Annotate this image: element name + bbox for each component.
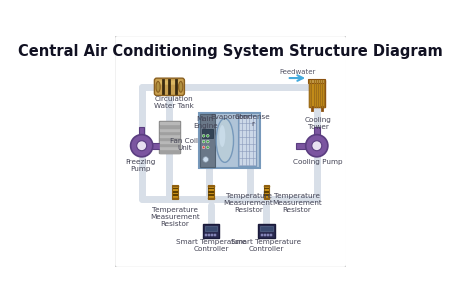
Bar: [211, 234, 213, 236]
Circle shape: [130, 135, 153, 157]
Bar: [261, 234, 263, 236]
Bar: [208, 191, 214, 193]
Text: Feedwater: Feedwater: [279, 69, 315, 75]
Text: Temperature
Measurement
Resistor: Temperature Measurement Resistor: [150, 207, 200, 227]
Text: Temperature
Measurement
Resistor: Temperature Measurement Resistor: [272, 193, 322, 213]
FancyBboxPatch shape: [208, 185, 214, 199]
Ellipse shape: [156, 81, 160, 92]
Bar: [264, 188, 269, 189]
Bar: [270, 234, 272, 236]
FancyBboxPatch shape: [260, 226, 273, 230]
FancyBboxPatch shape: [159, 121, 180, 153]
FancyBboxPatch shape: [238, 115, 256, 166]
Circle shape: [202, 140, 205, 143]
Ellipse shape: [179, 81, 183, 92]
Bar: [264, 191, 269, 193]
Bar: [208, 188, 214, 189]
Text: Circulation
Water Tank: Circulation Water Tank: [154, 96, 194, 109]
Bar: [266, 234, 269, 236]
FancyBboxPatch shape: [200, 114, 215, 166]
Text: Cooling
Tower: Cooling Tower: [305, 117, 331, 130]
FancyBboxPatch shape: [309, 80, 324, 107]
Circle shape: [312, 141, 322, 151]
Ellipse shape: [216, 118, 234, 163]
Circle shape: [202, 134, 205, 137]
FancyBboxPatch shape: [258, 224, 274, 238]
FancyBboxPatch shape: [202, 129, 213, 138]
Bar: [173, 194, 178, 196]
FancyBboxPatch shape: [205, 226, 217, 230]
FancyBboxPatch shape: [158, 80, 180, 85]
Circle shape: [207, 146, 209, 149]
FancyBboxPatch shape: [199, 112, 260, 168]
FancyBboxPatch shape: [296, 143, 307, 149]
FancyBboxPatch shape: [203, 224, 219, 238]
Bar: [208, 194, 214, 196]
Bar: [208, 234, 210, 236]
Circle shape: [306, 135, 328, 157]
FancyBboxPatch shape: [154, 78, 184, 95]
Text: Cooling Pump: Cooling Pump: [293, 159, 343, 165]
Circle shape: [203, 157, 208, 162]
Ellipse shape: [219, 125, 225, 147]
Bar: [264, 234, 266, 236]
FancyBboxPatch shape: [314, 128, 319, 136]
Text: Temperature
Measurement
Resistor: Temperature Measurement Resistor: [224, 193, 274, 213]
Bar: [205, 234, 207, 236]
Bar: [173, 188, 178, 189]
Text: Evaporator: Evaporator: [210, 114, 250, 120]
Circle shape: [202, 146, 205, 149]
FancyBboxPatch shape: [172, 185, 178, 199]
Text: Condense
r: Condense r: [235, 114, 270, 127]
FancyBboxPatch shape: [151, 143, 162, 149]
FancyBboxPatch shape: [264, 185, 269, 199]
Circle shape: [207, 140, 209, 143]
Text: Fan Coil
Unit: Fan Coil Unit: [171, 138, 198, 151]
Bar: [264, 194, 269, 196]
Circle shape: [137, 141, 147, 151]
FancyBboxPatch shape: [308, 79, 325, 83]
Ellipse shape: [216, 118, 234, 162]
Text: Smart Temperature
Controller: Smart Temperature Controller: [176, 238, 246, 252]
Bar: [214, 234, 216, 236]
Circle shape: [207, 134, 209, 137]
Text: Smart Temperature
Controller: Smart Temperature Controller: [231, 238, 302, 252]
Text: Main
Engine: Main Engine: [193, 116, 218, 129]
Text: Freezing
Pump: Freezing Pump: [126, 159, 156, 172]
Text: Central Air Conditioning System Structure Diagram: Central Air Conditioning System Structur…: [18, 44, 443, 59]
FancyBboxPatch shape: [114, 35, 347, 268]
FancyBboxPatch shape: [139, 128, 144, 136]
Bar: [173, 191, 178, 193]
